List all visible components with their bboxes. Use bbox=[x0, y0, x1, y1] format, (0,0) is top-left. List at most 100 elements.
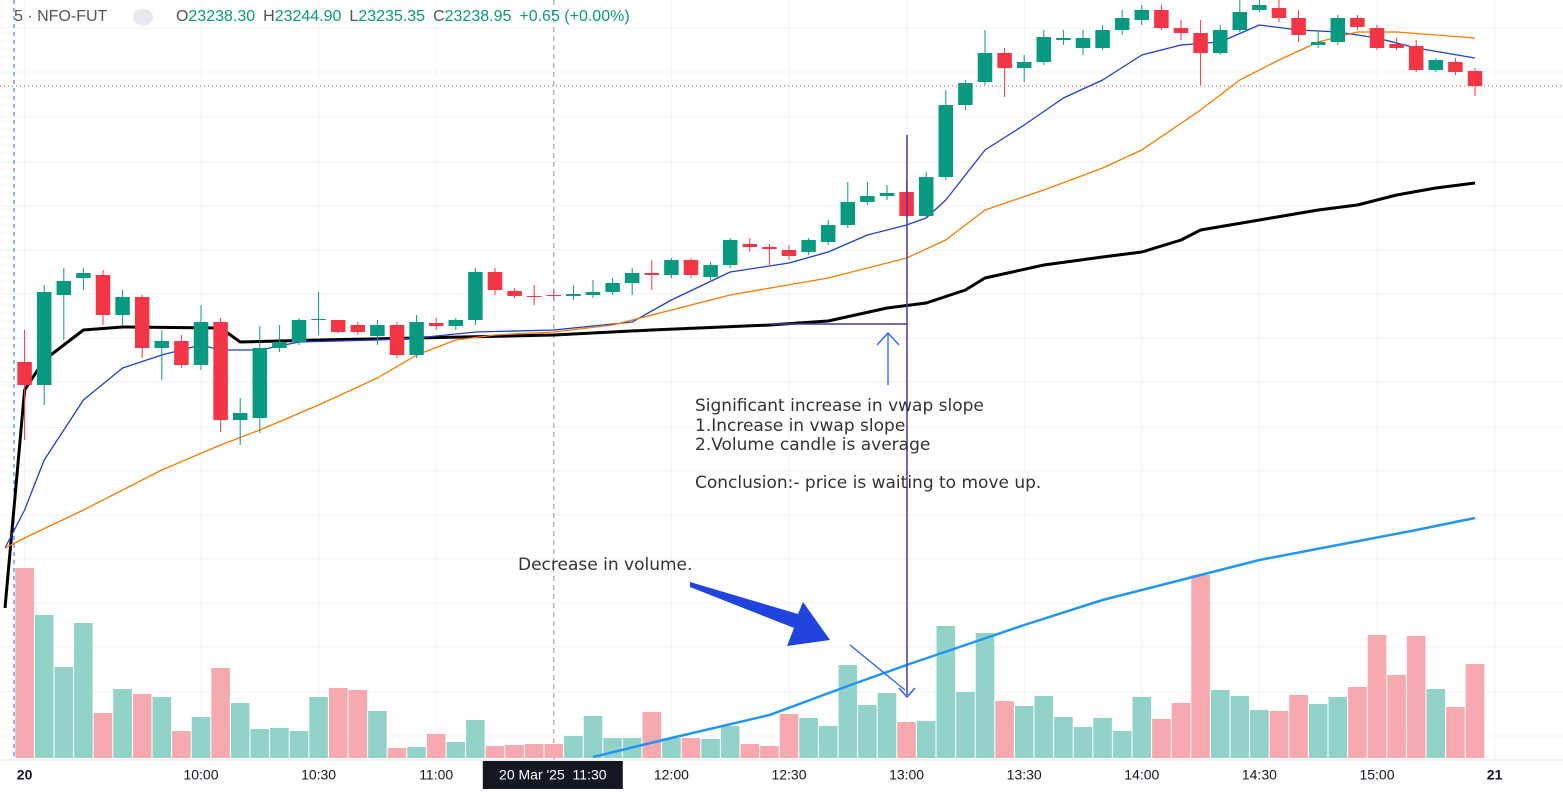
volume-bar bbox=[1112, 731, 1132, 758]
volume-bar bbox=[1073, 727, 1093, 758]
x-tick-label: 13:00 bbox=[889, 767, 924, 783]
x-tick-label: 10:30 bbox=[301, 767, 336, 783]
candle-body bbox=[1134, 10, 1150, 20]
annotation-text: Decrease in volume. bbox=[518, 555, 692, 575]
x-tick-label: 14:30 bbox=[1242, 767, 1277, 783]
candle-body bbox=[36, 292, 52, 385]
grid bbox=[0, 27, 1563, 737]
plot-area bbox=[0, 0, 1563, 760]
candle-body bbox=[1271, 8, 1287, 18]
candle-body bbox=[95, 275, 111, 315]
legend-text: O bbox=[175, 8, 189, 25]
icon bbox=[133, 8, 154, 25]
x-tick-label: 15:00 bbox=[1359, 767, 1394, 783]
volume-bar bbox=[172, 731, 191, 758]
candle-body bbox=[174, 341, 189, 365]
volume-bar bbox=[152, 697, 172, 758]
volume-bar bbox=[1308, 704, 1328, 758]
volume-bar bbox=[1054, 717, 1073, 758]
volume-bar bbox=[1387, 675, 1406, 758]
candle-body bbox=[722, 240, 738, 265]
volume-bar bbox=[818, 726, 838, 758]
volume-bar bbox=[328, 688, 348, 758]
legend-text: 23244.90 bbox=[274, 8, 342, 25]
candle-body bbox=[1310, 42, 1326, 45]
candle-body bbox=[370, 325, 385, 336]
volume-bar bbox=[1034, 696, 1054, 758]
volume-bar bbox=[858, 705, 877, 758]
candle-body bbox=[762, 247, 777, 249]
volume-bar bbox=[1446, 707, 1465, 758]
volume-bar bbox=[779, 714, 799, 758]
volume-bar bbox=[642, 712, 662, 758]
volume-bar bbox=[211, 668, 230, 758]
candle-body bbox=[1252, 5, 1267, 10]
candle-body bbox=[1389, 44, 1404, 48]
candle-body bbox=[232, 413, 248, 420]
candle-body bbox=[17, 362, 32, 385]
candle-body bbox=[1350, 18, 1365, 27]
annotation-arrowhead bbox=[898, 687, 916, 699]
volume-bar bbox=[544, 744, 564, 758]
candle-body bbox=[664, 260, 679, 275]
candle-body bbox=[1114, 18, 1130, 30]
annotation-text: Conclusion:- price is waiting to move up… bbox=[695, 473, 1041, 493]
candle-body bbox=[958, 83, 973, 105]
candle-body bbox=[1428, 60, 1444, 70]
volume-bar bbox=[956, 692, 975, 758]
candle-body bbox=[1369, 28, 1385, 48]
volume-bar bbox=[1152, 719, 1171, 758]
annotation-text: 2.Volume candle is average bbox=[695, 435, 930, 455]
volume-bar bbox=[368, 711, 387, 758]
candle-body bbox=[193, 322, 209, 365]
volume-bar bbox=[1250, 710, 1269, 758]
candle-body bbox=[56, 281, 72, 295]
candle-body bbox=[350, 325, 366, 332]
candle-body bbox=[1036, 37, 1052, 62]
candle-body bbox=[448, 320, 464, 326]
candle-body bbox=[624, 273, 640, 283]
legend-text: +0.65 (+0.00%) bbox=[519, 8, 630, 25]
candle-body bbox=[703, 265, 718, 277]
legend-text: 23238.30 bbox=[188, 8, 256, 25]
volume-bar bbox=[446, 742, 466, 758]
volume-bar bbox=[1210, 690, 1230, 758]
volume-bar bbox=[838, 665, 858, 758]
volume-bar bbox=[93, 713, 113, 758]
volume-bar bbox=[270, 728, 289, 758]
indicator-line bbox=[4, 31, 1476, 549]
candle-body bbox=[860, 196, 875, 202]
volume-bar bbox=[74, 623, 93, 758]
candle-body bbox=[1467, 71, 1483, 86]
x-tick-label: 21 bbox=[1487, 767, 1503, 783]
volume-bar bbox=[1406, 636, 1426, 758]
volume-bar bbox=[524, 744, 544, 758]
candle-body bbox=[938, 105, 954, 177]
volume-bar bbox=[1269, 711, 1289, 758]
volume-ma-line bbox=[592, 516, 1476, 759]
candle-body bbox=[546, 295, 562, 296]
volume-bar bbox=[760, 746, 779, 758]
candle-body bbox=[389, 325, 405, 355]
volume-bar bbox=[54, 667, 74, 758]
x-axis: 20 10:00 10:30 11:00 12:00 12:30 13:00 13:30 14:… bbox=[17, 761, 1503, 789]
volume-bar bbox=[936, 626, 956, 758]
candle-body bbox=[154, 341, 170, 348]
volume-bar bbox=[230, 703, 250, 758]
candle-body bbox=[1154, 10, 1169, 28]
candle-body bbox=[820, 225, 836, 242]
volume-bar bbox=[348, 690, 368, 758]
crosshair-label-box bbox=[482, 761, 623, 789]
annotation-text: 1.Increase in vwap slope bbox=[695, 416, 905, 436]
volume-bar bbox=[426, 734, 446, 758]
candle-body bbox=[742, 244, 758, 247]
candle-body bbox=[801, 240, 816, 252]
legend-text: L bbox=[349, 8, 359, 25]
annotation-text: Significant increase in vwap slope bbox=[695, 396, 984, 416]
volume-bar bbox=[1348, 687, 1367, 758]
volume-bar bbox=[1132, 697, 1152, 758]
volume-bar bbox=[15, 568, 34, 758]
candle-body bbox=[213, 322, 228, 420]
